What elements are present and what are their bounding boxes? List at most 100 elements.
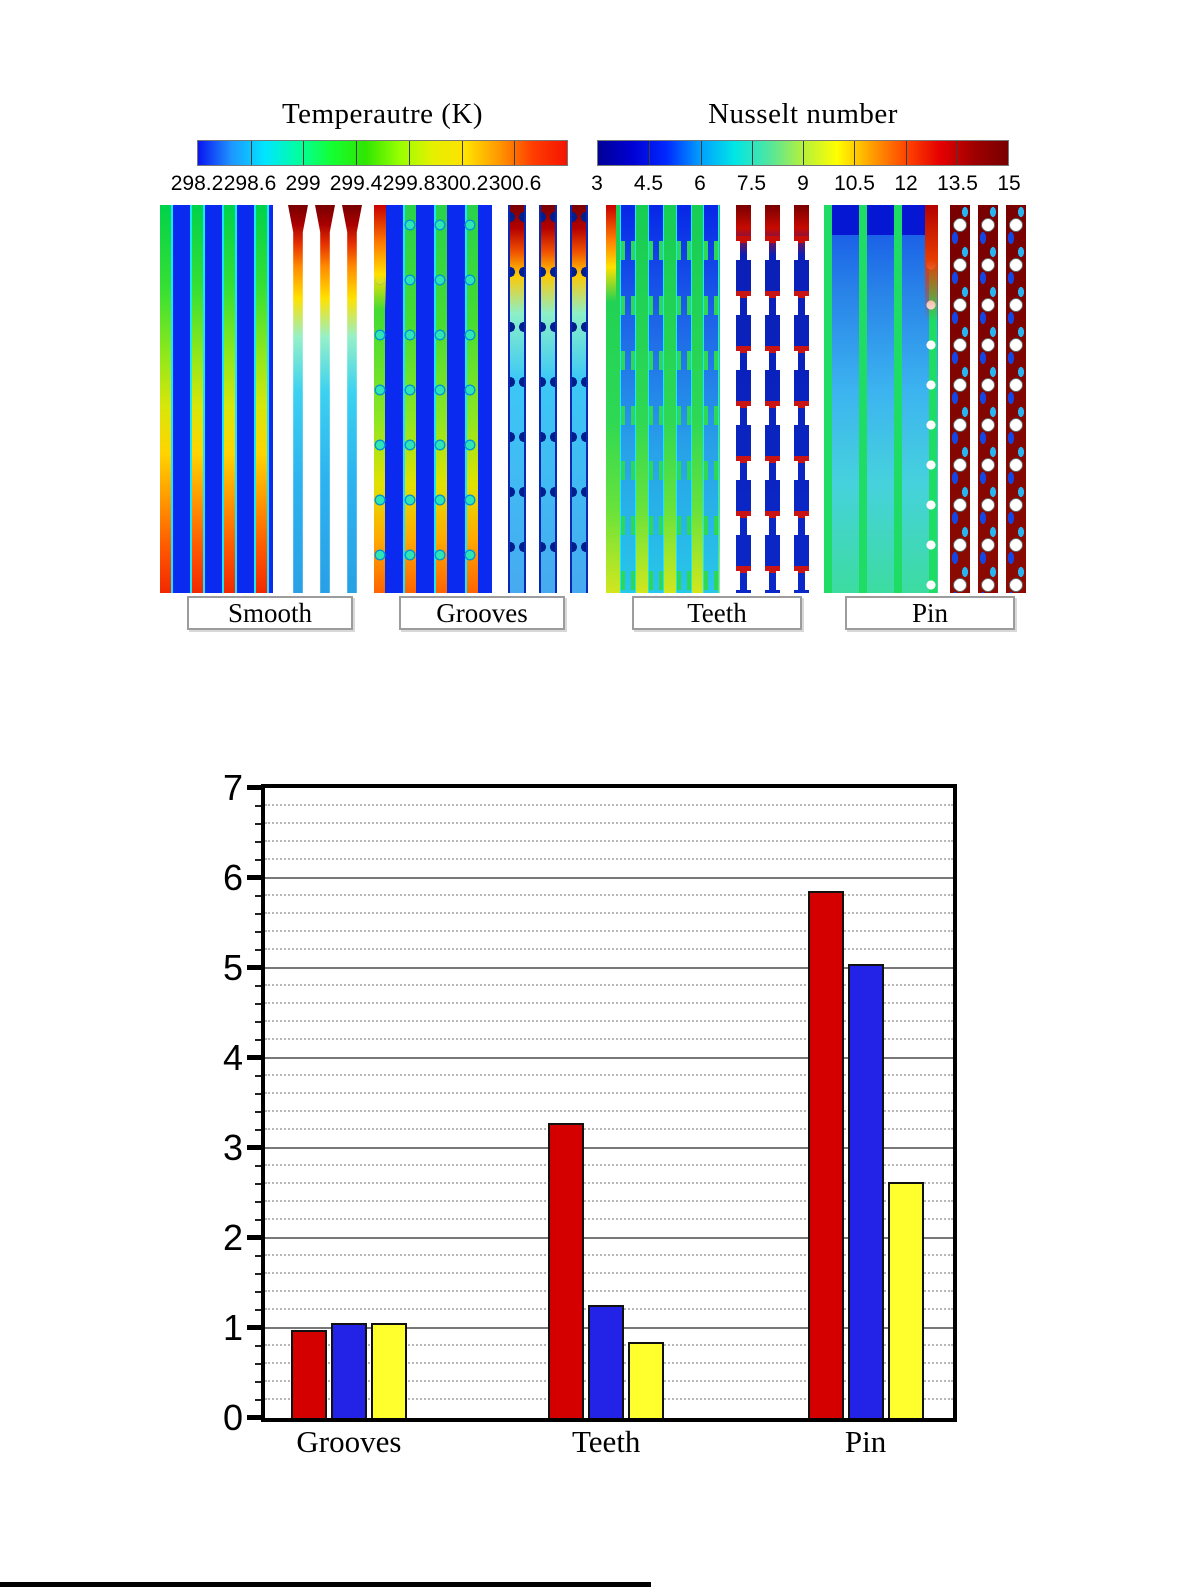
nusselt-colorbar-title: Nusselt number — [708, 98, 898, 130]
panel-label-smooth: Smooth — [187, 596, 353, 630]
minor-tick-mark — [255, 1183, 265, 1185]
teeth-nusselt-contour — [728, 205, 818, 593]
minor-tick-mark — [255, 859, 265, 861]
minor-tick-mark — [255, 1309, 265, 1312]
colorbar-tick-label: 300.2 — [435, 172, 489, 195]
bar-grooves-h — [330, 1322, 367, 1418]
minor-gridline — [265, 1110, 953, 1112]
colorbar-divider — [250, 141, 252, 165]
nusselt-colorbar-ticks: 3 4.5 6 7.5 9 10.5 12 13.5 15 — [591, 172, 1021, 196]
channel — [315, 205, 335, 593]
bar-teeth-dp — [548, 1122, 585, 1418]
minor-gridline — [265, 984, 953, 986]
y-axis-tick-label: 3 — [222, 1127, 243, 1168]
colorbar-divider — [649, 141, 651, 165]
major-gridline — [265, 1057, 953, 1059]
colorbar-tick-label: 299 — [285, 172, 321, 195]
major-tick-mark — [247, 965, 265, 970]
major-tick-mark — [247, 1055, 265, 1061]
channel — [794, 205, 809, 593]
pin-temperature-contour — [824, 205, 938, 593]
minor-gridline — [265, 1092, 953, 1094]
minor-gridline — [265, 1128, 953, 1130]
minor-gridline — [265, 948, 953, 950]
minor-gridline — [265, 804, 953, 806]
channel — [508, 205, 526, 593]
minor-tick-mark — [255, 1165, 265, 1167]
major-tick-mark — [247, 1145, 265, 1150]
minor-gridline — [265, 822, 953, 824]
channel — [648, 205, 664, 593]
bar-grooves-dp — [290, 1329, 327, 1418]
channel — [765, 205, 780, 593]
minor-gridline — [265, 1182, 953, 1184]
minor-tick-mark — [255, 1399, 265, 1401]
bar-chart-plot-area: ΔP/ΔP0 h/h0 PEC — [261, 784, 957, 1422]
channel — [288, 205, 308, 593]
temperature-colorbar-title: Temperautre (K) — [281, 98, 484, 130]
minor-tick-mark — [255, 1255, 265, 1258]
channel — [570, 205, 588, 593]
minor-gridline — [265, 1218, 953, 1220]
colorbar-tick-label: 300.6 — [488, 172, 542, 195]
minor-tick-mark — [255, 1039, 265, 1041]
temperature-colorbar — [197, 140, 568, 166]
minor-tick-mark — [255, 823, 265, 825]
y-axis-tick-label: 0 — [222, 1397, 243, 1438]
major-tick-mark — [247, 785, 265, 790]
x-axis-category-labels: Grooves Teeth Pin — [265, 1424, 953, 1464]
channel — [703, 205, 719, 593]
minor-tick-mark — [255, 1273, 265, 1275]
minor-tick-mark — [255, 841, 265, 843]
minor-gridline — [265, 1164, 953, 1166]
colorbar-tick-label: 9 — [797, 172, 809, 195]
teeth-temperature-contour — [606, 205, 720, 593]
major-tick-mark — [247, 1235, 265, 1241]
panel-label-grooves: Grooves — [399, 596, 565, 630]
major-gridline — [265, 1237, 953, 1239]
minor-tick-mark — [255, 895, 265, 898]
colorbar-tick-label: 298.6 — [223, 172, 277, 195]
minor-tick-mark — [255, 1003, 265, 1005]
colorbar-divider — [700, 141, 702, 165]
minor-tick-mark — [255, 1129, 265, 1131]
channel — [736, 205, 751, 593]
y-axis-tick-label: 2 — [222, 1217, 243, 1258]
colorbar-divider — [514, 141, 516, 165]
colorbar-divider — [803, 141, 804, 165]
panel-label-pin: Pin — [845, 596, 1015, 630]
y-axis-tick-marks — [243, 785, 265, 1420]
bar-teeth-pec — [628, 1342, 665, 1418]
colorbar-tick-label: 13.5 — [937, 172, 978, 195]
minor-gridline — [265, 1002, 953, 1004]
channel — [950, 205, 970, 593]
minor-gridline — [265, 1254, 953, 1256]
bar-pin-h — [847, 964, 884, 1418]
minor-gridline — [265, 1272, 953, 1274]
colorbar-divider — [461, 141, 463, 165]
major-gridline — [265, 967, 953, 969]
minor-tick-mark — [255, 1093, 265, 1096]
minor-gridline — [265, 1290, 953, 1292]
minor-gridline — [265, 1038, 953, 1040]
minor-tick-mark — [255, 1219, 265, 1221]
x-axis-category-label: Grooves — [296, 1424, 402, 1459]
temperature-colorbar-ticks: 298.2 298.6 299 299.4 299.8 300.2 300.6 — [171, 172, 568, 196]
minor-gridline — [265, 930, 953, 932]
colorbar-divider — [751, 141, 753, 165]
y-axis-tick-label: 6 — [222, 857, 243, 898]
minor-tick-mark — [255, 1291, 265, 1293]
minor-gridline — [265, 1020, 953, 1022]
minor-tick-mark — [255, 931, 265, 933]
y-axis-tick-label: 4 — [222, 1037, 243, 1078]
minor-gridline — [265, 1074, 953, 1076]
channel — [342, 205, 362, 593]
minor-tick-mark — [255, 1201, 265, 1204]
y-axis-tick-label: 7 — [222, 767, 243, 808]
colorbar-divider — [854, 141, 856, 165]
colorbar-divider — [356, 141, 358, 165]
minor-gridline — [265, 912, 953, 914]
colorbar-divider — [905, 141, 907, 165]
minor-gridline — [265, 894, 953, 896]
